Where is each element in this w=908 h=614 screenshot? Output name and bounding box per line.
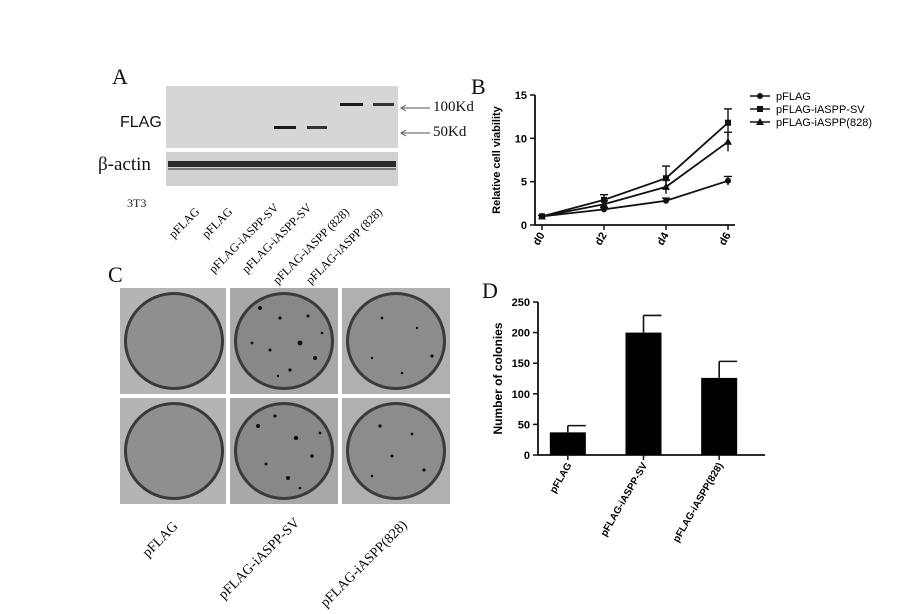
y-tick-label: 5 <box>521 177 527 189</box>
plate-photo-pflag-2 <box>120 398 226 504</box>
plate-photo-sv-2 <box>230 398 338 504</box>
data-point <box>662 182 670 190</box>
legend-label: pFLAG <box>776 91 811 103</box>
y-tick-label: 50 <box>518 419 530 431</box>
panel-label-c: C <box>108 262 123 287</box>
flag-blot-membrane <box>166 86 398 148</box>
bar-0 <box>549 432 586 455</box>
data-point <box>538 212 546 220</box>
data-point <box>725 177 731 184</box>
bar-1 <box>625 332 662 455</box>
legend-label: pFLAG-iASPP(828) <box>776 117 872 129</box>
colonies-bar-chart: 0 50 100 150 200 250 Number of colonies pFLAG pF… <box>491 297 765 544</box>
lane-label-pflag-1: pFLAG <box>166 204 203 241</box>
western-blot-image <box>166 86 398 186</box>
marker-100kd: 100Kd <box>433 99 474 115</box>
data-point <box>601 196 607 203</box>
series-1 <box>538 108 732 220</box>
legend-marker <box>757 106 763 112</box>
y-tick-label: 100 <box>512 389 530 401</box>
y-tick-label: 15 <box>515 90 527 102</box>
y-tick-label: 10 <box>515 133 527 145</box>
plate-photo-sv-1 <box>230 288 338 394</box>
y-tick-label: 150 <box>512 358 530 370</box>
data-point <box>725 119 731 126</box>
bar-2 <box>701 377 738 455</box>
lane-label-pflag-2: pFLAG <box>199 204 236 241</box>
data-point <box>601 206 607 213</box>
plate-label-828: pFLAG-iASPP(828) <box>318 518 411 611</box>
plate-photo-828-2 <box>342 398 450 504</box>
data-point <box>724 137 732 145</box>
flag-band-sv-1 <box>274 126 296 129</box>
x-tick-label: d2 <box>593 231 610 248</box>
flag-band-sv-2 <box>307 126 327 129</box>
plate-photo-828-1 <box>342 288 450 394</box>
legend-marker <box>757 93 763 99</box>
actin-bands-shadow <box>168 168 396 170</box>
panel-label-b: B <box>471 74 486 99</box>
legend-marker <box>756 118 764 125</box>
series-line <box>541 122 729 218</box>
panel-label-d: D <box>482 278 498 303</box>
marker-arrows <box>400 104 430 137</box>
series-line <box>541 179 729 218</box>
y-tick-label: 200 <box>512 328 530 340</box>
x-tick-label: pFLAG <box>548 461 574 496</box>
series-2 <box>538 131 732 220</box>
y-axis-label: Relative cell viability <box>491 105 503 213</box>
x-tick-label: d6 <box>717 231 734 248</box>
plate-label-sv: pFLAG-iASPP-SV <box>216 515 304 603</box>
viability-line-chart: 0 5 10 15 d0 d2 d4 d6 Relative cell viability pFL… <box>491 90 872 248</box>
actin-row-label: β-actin <box>98 154 151 175</box>
actin-bands <box>168 161 396 167</box>
plate-photo-pflag-1 <box>120 288 226 394</box>
colony-plates-grid <box>118 288 458 506</box>
data-point <box>663 175 669 182</box>
data-point <box>663 197 669 204</box>
x-tick-label: d0 <box>531 231 548 248</box>
lane-label-3t3: 3T3 <box>127 196 147 210</box>
x-tick-label: pFLAG-iASPP(828) <box>671 461 726 544</box>
series-0 <box>538 175 732 220</box>
plate-label-pflag: pFLAG <box>140 519 182 561</box>
marker-50kd: 50Kd <box>433 124 467 140</box>
series-line <box>541 141 729 218</box>
x-tick-label: d4 <box>655 230 672 248</box>
x-tick-label: pFLAG-iASPP-SV <box>599 461 650 539</box>
flag-row-label: FLAG <box>120 114 162 131</box>
y-tick-label: 0 <box>521 220 527 232</box>
panel-label-a: A <box>112 64 128 89</box>
flag-band-828-1 <box>340 103 363 106</box>
data-point <box>600 200 608 208</box>
y-tick-label: 250 <box>512 297 530 309</box>
flag-band-828-2 <box>373 103 394 106</box>
y-axis-label: Number of colonies <box>491 322 505 434</box>
legend-label: pFLAG-iASPP-SV <box>776 104 865 116</box>
y-tick-label: 0 <box>524 450 530 462</box>
